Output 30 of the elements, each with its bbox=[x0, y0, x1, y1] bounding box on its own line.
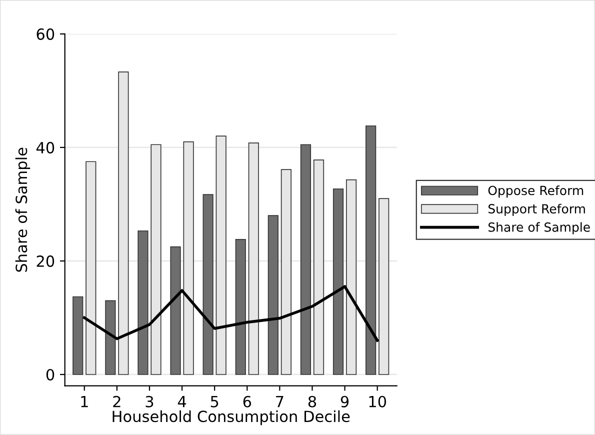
bar bbox=[170, 246, 181, 375]
x-tick-label: 10 bbox=[369, 396, 386, 408]
x-tick-label: 7 bbox=[276, 396, 284, 408]
y-tick-label: 20 bbox=[36, 255, 54, 267]
line-series bbox=[82, 285, 379, 342]
bar bbox=[235, 238, 246, 375]
bar bbox=[138, 230, 148, 375]
x-tick-label: 9 bbox=[340, 396, 349, 408]
legend-label: Share of Sample bbox=[488, 222, 590, 234]
bar bbox=[366, 125, 376, 375]
x-tick-label: 2 bbox=[113, 396, 120, 408]
bar bbox=[300, 144, 312, 375]
bar bbox=[332, 188, 344, 375]
bar bbox=[105, 300, 116, 375]
x-tick-label: 1 bbox=[81, 396, 88, 408]
legend-label: Oppose Reform bbox=[488, 185, 584, 198]
bar bbox=[202, 194, 214, 375]
y-tick-label: 0 bbox=[46, 368, 54, 381]
x-tick-label: 3 bbox=[146, 396, 154, 408]
x-tick-label: 4 bbox=[178, 396, 186, 408]
x-tick-label: 5 bbox=[210, 396, 218, 408]
bar bbox=[268, 215, 278, 375]
bar bbox=[72, 296, 84, 375]
y-tick-label: 60 bbox=[36, 28, 54, 40]
y-axis-title: Share of Sample bbox=[15, 148, 30, 272]
x-tick-label: 8 bbox=[308, 396, 316, 408]
x-tick-label: 6 bbox=[243, 396, 252, 408]
legend-label: Support Reform bbox=[488, 204, 585, 216]
x-axis-title: Household Consumption Decile bbox=[112, 410, 350, 426]
y-tick-label: 40 bbox=[36, 142, 54, 154]
